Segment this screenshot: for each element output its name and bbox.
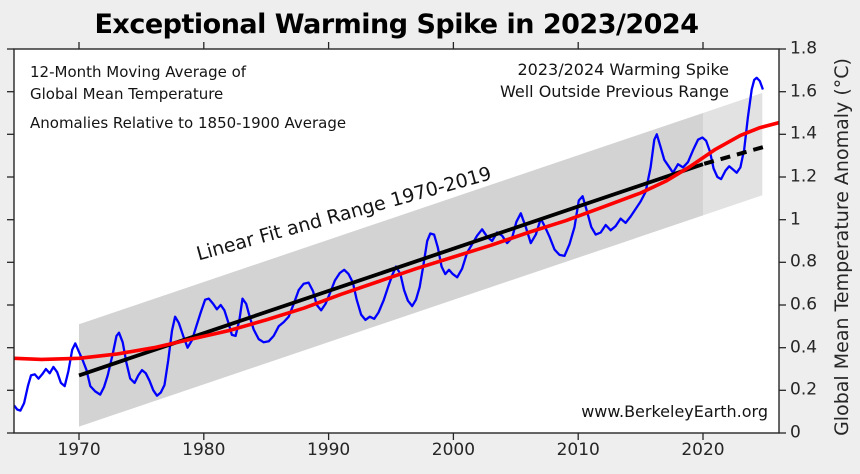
y-tick-label: 0.8 <box>790 251 818 272</box>
annotation-warming-spike: 2023/2024 Warming Spike Well Outside Pre… <box>500 59 729 103</box>
y-tick-label: 1.4 <box>790 123 818 144</box>
y-tick-label: 1.6 <box>790 81 818 102</box>
annotation-baseline-note: Anomalies Relative to 1850-1900 Average <box>30 114 347 132</box>
y-tick-label: 0.6 <box>790 294 818 315</box>
plot-frame <box>13 48 780 434</box>
x-tick-label: 2020 <box>681 440 725 460</box>
annotation-line-1: 12-Month Moving Average of <box>30 63 247 81</box>
plot-area <box>7 42 786 440</box>
chart-title: Exceptional Warming Spike in 2023/2024 <box>94 9 699 40</box>
annotation-spike-line-2: Well Outside Previous Range <box>500 82 729 101</box>
annotation-moving-average: 12-Month Moving Average of Global Mean T… <box>30 61 246 105</box>
smoothed-trend-line <box>14 120 779 362</box>
y-tick-label: 0.2 <box>790 379 818 400</box>
x-tick-label: 1980 <box>182 440 226 460</box>
x-tick-label: 2000 <box>431 440 476 460</box>
y-tick-label: 1.2 <box>790 166 818 187</box>
x-tick-label: 1970 <box>57 440 101 460</box>
x-tick-label: 1990 <box>306 440 351 460</box>
annotation-spike-line-1: 2023/2024 Warming Spike <box>517 60 729 79</box>
y-tick-label: 0.4 <box>790 337 818 358</box>
y-tick-label: 1 <box>790 209 801 230</box>
x-tick-label: 2010 <box>556 440 600 460</box>
range-band-extension <box>703 92 763 216</box>
linear-fit-extrapolation <box>703 144 768 166</box>
y-tick-label: 0 <box>790 422 801 443</box>
source-credit: www.BerkeleyEarth.org <box>581 402 768 421</box>
annotation-line-2: Global Mean Temperature <box>30 85 224 103</box>
y-tick-label: 1.8 <box>790 38 818 59</box>
